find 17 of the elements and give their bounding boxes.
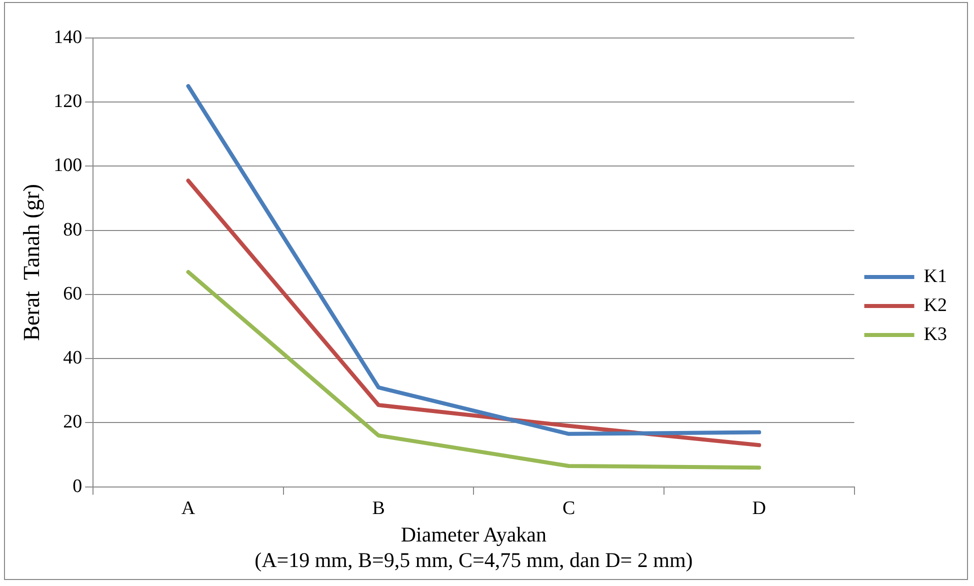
y-tick-label: 60 (63, 283, 82, 304)
x-tick-label: C (562, 498, 576, 520)
x-tick-label: D (752, 498, 766, 520)
y-tick-label: 140 (54, 26, 82, 48)
legend-label: K2 (924, 294, 948, 316)
x-tick-label: B (372, 498, 385, 520)
y-tick-label: 20 (63, 412, 82, 433)
y-tick-label: 0 (72, 476, 82, 497)
y-tick-label: 80 (63, 219, 82, 240)
x-tick-label: A (181, 498, 196, 520)
y-tick-label: 100 (54, 155, 82, 176)
y-tick-label: 120 (54, 91, 82, 112)
legend-label: K1 (924, 266, 948, 287)
x-axis-title: Diameter Ayakan (A=19 mm, B=9,5 mm, C=4,75 mm, dan D= 2 mm) (254, 522, 693, 572)
y-tick-label: 40 (63, 348, 82, 369)
legend-label: K3 (924, 324, 948, 345)
y-axis-title: Berat Tanah (gr) (18, 184, 44, 341)
